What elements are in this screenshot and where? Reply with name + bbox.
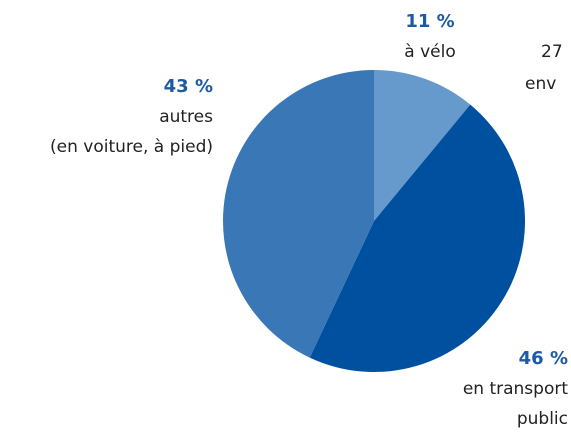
slice-value-label: 43 % bbox=[164, 76, 213, 97]
annotation: 27 bbox=[541, 42, 563, 62]
pie-slice bbox=[309, 104, 525, 372]
slice-label: public bbox=[517, 409, 568, 429]
annotation: env bbox=[525, 74, 556, 94]
slice-label: en transport bbox=[463, 379, 569, 399]
slice-label: autres bbox=[159, 107, 213, 127]
slice-label: à vélo bbox=[404, 42, 455, 62]
slice-value-label: 11 % bbox=[405, 11, 454, 32]
pie-slice bbox=[374, 70, 471, 221]
slice-label: (en voiture, à pied) bbox=[50, 137, 213, 157]
slice-value-label: 46 % bbox=[519, 348, 568, 369]
pie-slice bbox=[223, 69, 374, 358]
